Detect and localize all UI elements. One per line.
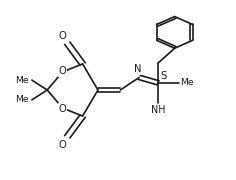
Text: O: O	[59, 66, 66, 76]
Text: O: O	[59, 140, 66, 150]
Text: Me: Me	[15, 95, 28, 104]
Text: N: N	[134, 64, 142, 74]
Text: O: O	[59, 104, 66, 114]
Text: O: O	[59, 30, 66, 40]
Text: Me: Me	[15, 76, 28, 85]
Text: NH: NH	[151, 105, 165, 115]
Text: S: S	[160, 71, 166, 81]
Text: Me: Me	[181, 78, 194, 87]
